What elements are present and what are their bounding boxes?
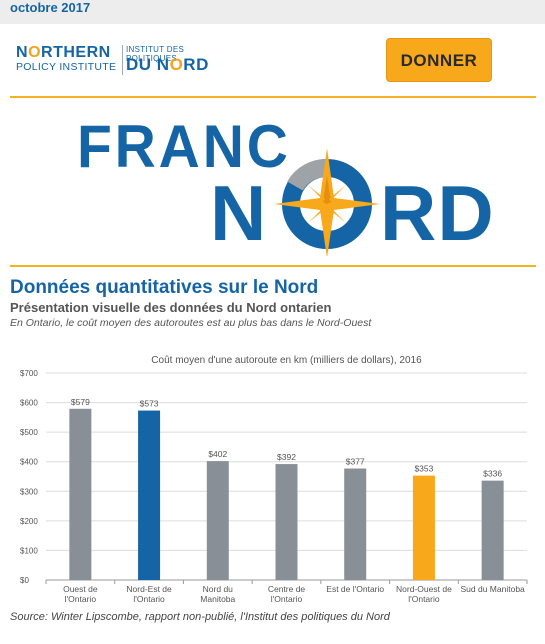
- logo-en-line2: POLICY INSTITUTE: [16, 61, 117, 73]
- chart-bar: [138, 410, 161, 580]
- logo-fr-line2: DU NORD: [126, 55, 209, 74]
- x-tick-label: Manitoba: [200, 594, 235, 604]
- donate-button[interactable]: DONNER: [386, 38, 492, 82]
- bar-value-label: $392: [277, 452, 296, 462]
- bar-value-label: $377: [346, 457, 365, 467]
- x-tick-label: Est de l'Ontario: [326, 584, 384, 594]
- x-tick-label: Nord-Est de: [126, 584, 172, 594]
- compass-icon: [274, 148, 380, 256]
- banner-letter-n: N: [210, 169, 267, 257]
- chart-bar: [412, 475, 435, 580]
- top-bar: octobre 2017: [0, 0, 545, 24]
- bar-chart: Coût moyen d'une autoroute en km (millie…: [20, 355, 528, 604]
- bar-value-label: $402: [208, 449, 227, 459]
- header: NORTHERN POLICY INSTITUTE INSTITUT DES P…: [0, 24, 545, 96]
- page-caption: En Ontario, le coût moyen des autoroutes…: [10, 317, 372, 329]
- bar-value-label: $573: [140, 399, 159, 409]
- bar-value-label: $579: [71, 397, 90, 407]
- y-tick-label: $600: [20, 399, 38, 408]
- x-tick-label: Ouest de: [63, 584, 98, 594]
- x-tick-label: l'Ontario: [408, 594, 440, 604]
- x-tick-label: l'Ontario: [65, 594, 97, 604]
- y-tick-label: $100: [20, 546, 38, 555]
- x-tick-label: Centre de: [268, 584, 306, 594]
- x-tick-label: l'Ontario: [133, 594, 165, 604]
- source-note: Source: Winter Lipscombe, rapport non-pu…: [10, 611, 390, 623]
- chart-bar: [275, 464, 298, 580]
- banner-line1: FRANC: [77, 113, 291, 180]
- chart-bar: [206, 461, 229, 580]
- y-tick-label: $500: [20, 428, 38, 437]
- chart-title: Coût moyen d'une autoroute en km (millie…: [151, 355, 422, 366]
- issue-date: octobre 2017: [10, 0, 91, 15]
- x-tick-label: Sud du Manitoba: [461, 584, 526, 594]
- divider-top: [10, 96, 536, 98]
- x-tick-label: Nord-Ouest de: [396, 584, 452, 594]
- page-subtitle: Présentation visuelle des données du Nor…: [10, 300, 332, 315]
- y-tick-label: $300: [20, 487, 38, 496]
- y-tick-label: $200: [20, 517, 38, 526]
- y-tick-label: $400: [20, 458, 38, 467]
- y-tick-label: $0: [20, 576, 29, 585]
- divider-middle: [10, 265, 536, 267]
- y-tick-label: $700: [20, 369, 38, 378]
- logo-divider: [122, 45, 123, 75]
- page-title: Données quantitatives sur le Nord: [10, 277, 319, 298]
- logo-en-line1: NORTHERN: [16, 44, 111, 61]
- x-tick-label: Nord du: [203, 584, 234, 594]
- logo-fr-line1: INSTITUT DES POLITIQUES: [126, 45, 185, 63]
- x-tick-label: l'Ontario: [271, 594, 303, 604]
- highway-cost-chart: Coût moyen d'une autoroute en km (millie…: [0, 348, 545, 610]
- chart-bar: [69, 408, 92, 580]
- northern-policy-institute-logo[interactable]: NORTHERN POLICY INSTITUTE INSTITUT DES P…: [14, 44, 214, 78]
- bar-value-label: $336: [483, 469, 502, 479]
- chart-bar: [481, 480, 504, 580]
- franc-nord-banner: FRANC N RD: [74, 113, 494, 257]
- bar-value-label: $353: [414, 464, 433, 474]
- chart-bar: [344, 468, 367, 580]
- banner-letters-rd: RD: [380, 169, 495, 257]
